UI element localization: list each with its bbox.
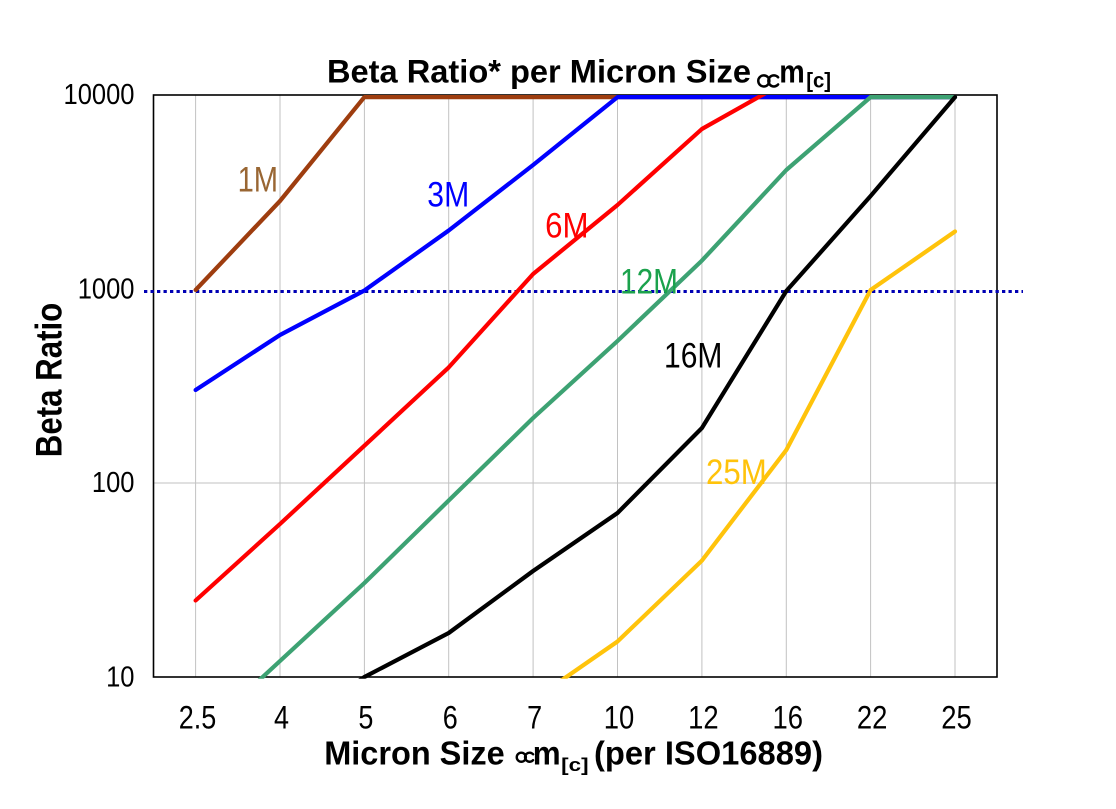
- svg-text:Beta Ratio* per Micron Size: Beta Ratio* per Micron Size: [327, 54, 751, 90]
- svg-text:[c]: [c]: [561, 754, 588, 775]
- svg-text:m: m: [533, 735, 561, 772]
- svg-text:4: 4: [274, 700, 289, 736]
- svg-text:m: m: [779, 54, 805, 90]
- svg-text:16: 16: [773, 700, 804, 736]
- svg-text:7: 7: [527, 700, 542, 736]
- svg-text:12: 12: [688, 700, 719, 736]
- svg-text:3M: 3M: [427, 175, 469, 214]
- svg-text:6M: 6M: [545, 207, 588, 246]
- svg-text:10000: 10000: [64, 79, 135, 111]
- svg-text:1000: 1000: [78, 274, 135, 306]
- svg-text:10: 10: [106, 662, 134, 694]
- svg-text:Micron Size: Micron Size: [324, 735, 505, 772]
- svg-text:2.5: 2.5: [179, 700, 217, 736]
- svg-text:25M: 25M: [706, 453, 767, 492]
- svg-text:[c]: [c]: [806, 69, 831, 93]
- svg-text:5: 5: [358, 700, 373, 736]
- svg-text:12M: 12M: [620, 263, 678, 302]
- svg-text:10: 10: [604, 700, 635, 736]
- svg-text:25: 25: [941, 700, 972, 736]
- svg-text:1M: 1M: [238, 161, 279, 200]
- svg-text:Beta Ratio: Beta Ratio: [29, 303, 70, 457]
- svg-text:(per ISO16889): (per ISO16889): [594, 735, 823, 772]
- svg-text:22: 22: [857, 700, 888, 736]
- svg-text:100: 100: [92, 467, 135, 499]
- svg-text:6: 6: [443, 700, 458, 736]
- svg-text:16M: 16M: [664, 337, 722, 376]
